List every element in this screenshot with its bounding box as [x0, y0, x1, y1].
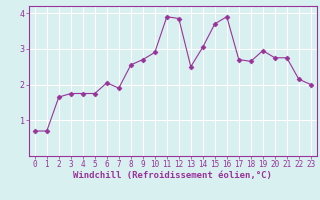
- X-axis label: Windchill (Refroidissement éolien,°C): Windchill (Refroidissement éolien,°C): [73, 171, 272, 180]
